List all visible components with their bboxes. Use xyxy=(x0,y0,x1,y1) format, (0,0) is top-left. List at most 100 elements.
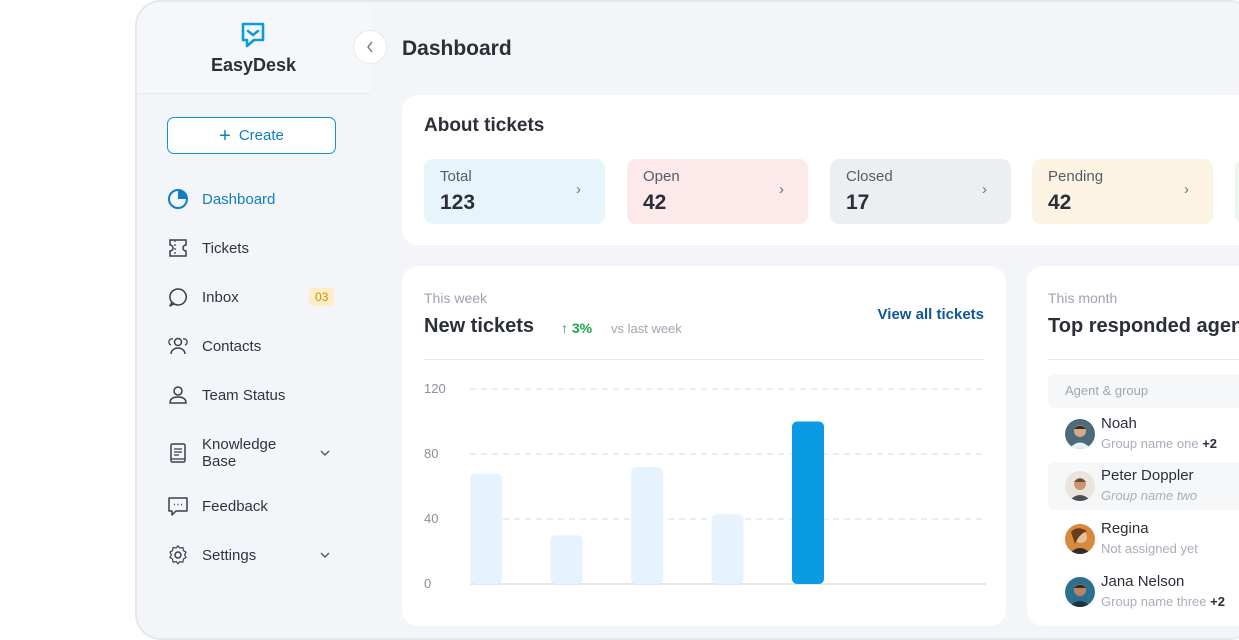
arrow-up-icon: ↑ xyxy=(561,320,568,336)
sidebar-item-label: Team Status xyxy=(202,386,286,404)
avatar xyxy=(1065,577,1095,607)
chevron-right-icon: › xyxy=(576,181,581,198)
stat-card-pending[interactable]: Pending 42 › xyxy=(1032,159,1213,224)
user-icon xyxy=(167,384,189,406)
stat-card-open[interactable]: Open 42 › xyxy=(627,159,808,224)
agent-row[interactable]: Regina Not assigned yet xyxy=(1048,515,1239,563)
create-button[interactable]: + Create xyxy=(167,117,336,154)
y-tick-label: 80 xyxy=(424,446,438,461)
sidebar-item-knowledge-base[interactable]: Knowledge Base xyxy=(167,433,337,473)
group-name: Group name three xyxy=(1101,594,1207,609)
y-tick-label: 120 xyxy=(424,381,446,396)
group-name: Not assigned yet xyxy=(1101,541,1198,556)
chevron-right-icon: › xyxy=(982,181,987,198)
sidebar-item-team-status[interactable]: Team Status xyxy=(167,378,337,412)
group-name: Group name two xyxy=(1101,488,1198,503)
sidebar-item-feedback[interactable]: Feedback xyxy=(167,489,337,523)
agent-group: Group name three +2 xyxy=(1101,594,1225,609)
month-subtitle: This month xyxy=(1048,290,1118,306)
sidebar: EasyDesk + Create Dashboard Tickets xyxy=(137,2,370,638)
group-extra-count: +2 xyxy=(1202,436,1218,451)
chart-bar[interactable] xyxy=(470,473,502,585)
week-title: New tickets xyxy=(424,315,535,337)
easydesk-logo-icon xyxy=(241,22,265,48)
create-button-label: Create xyxy=(238,127,284,144)
stat-value: 42 xyxy=(643,191,667,214)
ticket-icon xyxy=(167,237,189,259)
trend-note: vs last week xyxy=(611,321,682,336)
chevron-left-icon xyxy=(367,41,373,53)
sidebar-item-label: Knowledge Base xyxy=(202,436,276,470)
stat-value: 17 xyxy=(846,191,870,214)
stat-card-closed[interactable]: Closed 17 › xyxy=(830,159,1011,224)
week-subtitle: This week xyxy=(424,290,488,306)
stat-label: Total xyxy=(440,168,472,185)
feedback-icon xyxy=(167,495,189,517)
stat-card-partial[interactable] xyxy=(1235,159,1239,224)
agent-row[interactable]: Peter Doppler Group name two xyxy=(1048,462,1239,510)
contacts-icon xyxy=(167,335,189,357)
agent-table-header: Agent & group xyxy=(1048,374,1239,408)
plus-icon: + xyxy=(219,124,231,147)
sidebar-item-dashboard[interactable]: Dashboard xyxy=(167,182,337,216)
agent-name: Noah xyxy=(1101,415,1137,432)
view-all-tickets-link[interactable]: View all tickets xyxy=(877,306,984,323)
app-window: EasyDesk + Create Dashboard Tickets xyxy=(135,0,1239,640)
sidebar-item-tickets[interactable]: Tickets xyxy=(167,231,337,265)
sidebar-item-label: Feedback xyxy=(202,497,268,515)
pie-chart-icon xyxy=(167,188,189,210)
sidebar-item-label: Tickets xyxy=(202,239,249,257)
sidebar-item-settings[interactable]: Settings xyxy=(167,538,337,572)
chevron-down-icon[interactable] xyxy=(320,446,330,460)
group-name: Group name one xyxy=(1101,436,1199,451)
sidebar-item-inbox[interactable]: Inbox 03 xyxy=(167,280,337,314)
new-tickets-card: This week New tickets ↑ 3% vs last week … xyxy=(402,266,1006,626)
sidebar-item-label-line1: Knowledge xyxy=(202,436,277,453)
agent-group: Group name one +2 xyxy=(1101,436,1217,451)
trend-indicator: ↑ 3% xyxy=(561,320,592,336)
trend-value: 3% xyxy=(571,320,593,336)
new-tickets-bar-chart: 120 80 40 0 xyxy=(424,381,986,591)
about-tickets-card: About tickets Total 123 › Open 42 › Clos… xyxy=(402,95,1239,245)
agent-row[interactable]: Noah Group name one +2 xyxy=(1048,410,1239,458)
chart-bar[interactable] xyxy=(550,535,583,584)
divider xyxy=(424,359,984,360)
gear-icon xyxy=(167,544,189,566)
brand-name: EasyDesk xyxy=(210,55,297,75)
sidebar-item-label: Dashboard xyxy=(202,190,276,208)
sidebar-item-label: Settings xyxy=(202,546,257,564)
stat-value: 123 xyxy=(440,191,476,214)
y-tick-label: 40 xyxy=(424,511,438,526)
avatar xyxy=(1065,471,1095,501)
chart-bar[interactable] xyxy=(711,514,744,584)
top-agents-card: This month Top responded agents Agent & … xyxy=(1027,266,1239,626)
chevron-right-icon: › xyxy=(1184,181,1189,198)
agent-group: Not assigned yet xyxy=(1101,541,1198,556)
chart-bar[interactable] xyxy=(631,467,663,584)
column-header: Agent & group xyxy=(1065,383,1149,398)
agent-name: Jana Nelson xyxy=(1101,573,1185,590)
y-tick-label: 0 xyxy=(424,576,431,591)
sidebar-item-label-line2: Base xyxy=(202,453,237,470)
stat-label: Pending xyxy=(1048,168,1104,185)
agent-row[interactable]: Jana Nelson Group name three +2 xyxy=(1048,568,1239,616)
sidebar-item-label: Contacts xyxy=(202,337,262,355)
stat-card-total[interactable]: Total 123 › xyxy=(424,159,605,224)
about-tickets-title: About tickets xyxy=(424,115,545,136)
stat-label: Closed xyxy=(846,168,893,185)
avatar xyxy=(1065,524,1095,554)
sidebar-item-label: Inbox xyxy=(202,288,239,306)
agent-name: Regina xyxy=(1101,520,1149,537)
brand-header: EasyDesk xyxy=(137,2,370,94)
stat-label: Open xyxy=(643,168,680,185)
chart-bar[interactable] xyxy=(792,421,824,585)
book-icon xyxy=(167,442,189,464)
chevron-down-icon[interactable] xyxy=(320,548,330,562)
divider xyxy=(1048,359,1239,360)
collapse-sidebar-button[interactable] xyxy=(353,30,387,64)
sidebar-item-contacts[interactable]: Contacts xyxy=(167,329,337,363)
avatar xyxy=(1065,419,1095,449)
stat-value: 42 xyxy=(1048,191,1072,214)
month-title: Top responded agents xyxy=(1048,315,1239,337)
page-title: Dashboard xyxy=(402,37,512,60)
